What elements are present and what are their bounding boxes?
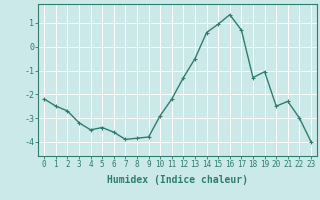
X-axis label: Humidex (Indice chaleur): Humidex (Indice chaleur)	[107, 175, 248, 185]
